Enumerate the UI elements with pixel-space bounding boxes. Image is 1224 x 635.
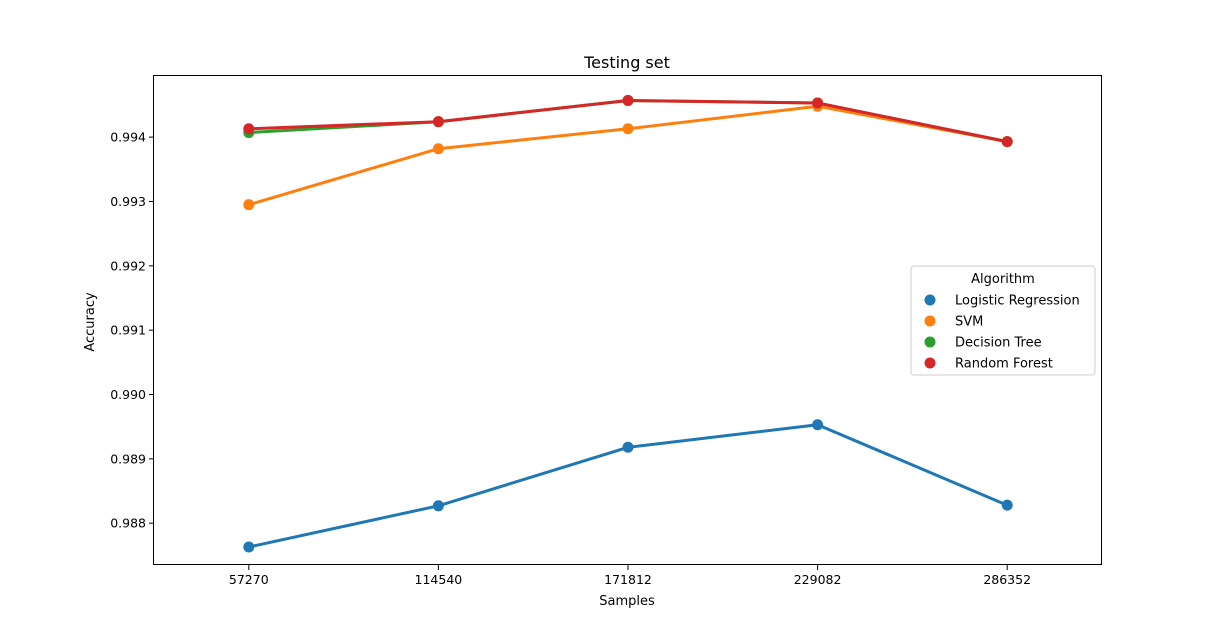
x-tick-label: 286352 — [983, 572, 1031, 587]
y-tick-label: 0.990 — [110, 387, 146, 402]
y-tick-label: 0.994 — [110, 130, 146, 145]
legend: Algorithm Logistic Regression SVM Decision… — [910, 265, 1096, 376]
y-tick-label: 0.989 — [110, 451, 146, 466]
plot-area: 57270 114540 171812 229082 286352 0.988 0.989 0… — [110, 94, 1031, 587]
data-point — [1001, 136, 1013, 148]
data-point — [622, 94, 634, 106]
x-axis-label: Samples — [599, 594, 655, 609]
y-tick-label: 0.992 — [110, 258, 146, 273]
data-point — [622, 123, 634, 135]
chart-title: Testing set — [583, 53, 670, 72]
y-tick-label: 0.993 — [110, 194, 146, 209]
legend-marker — [924, 315, 936, 327]
data-point — [432, 500, 444, 512]
data-point — [432, 116, 444, 128]
plot-frame — [153, 75, 1102, 565]
x-tick-label: 57270 — [229, 572, 269, 587]
legend-label: SVM — [955, 315, 983, 330]
x-tick-label: 114540 — [415, 572, 463, 587]
data-point — [812, 97, 824, 109]
legend-label: Decision Tree — [955, 336, 1042, 351]
legend-box — [910, 265, 1096, 376]
legend-title: Algorithm — [971, 272, 1035, 287]
y-tick-label: 0.991 — [110, 323, 146, 338]
data-point — [812, 419, 824, 431]
data-point — [432, 143, 444, 155]
y-tick-label: 0.988 — [110, 516, 146, 531]
x-tick-label: 229082 — [794, 572, 842, 587]
legend-label: Logistic Regression — [955, 294, 1080, 309]
data-point — [243, 123, 255, 135]
legend-label: Random Forest — [955, 357, 1053, 372]
data-point — [243, 199, 255, 211]
legend-marker — [924, 294, 936, 306]
data-point — [1001, 499, 1013, 511]
x-tick-label: 171812 — [604, 572, 652, 587]
y-axis-label: Accuracy — [83, 292, 98, 352]
legend-marker — [924, 336, 936, 348]
data-point — [243, 541, 255, 553]
data-point — [622, 441, 634, 453]
legend-marker — [924, 357, 936, 369]
